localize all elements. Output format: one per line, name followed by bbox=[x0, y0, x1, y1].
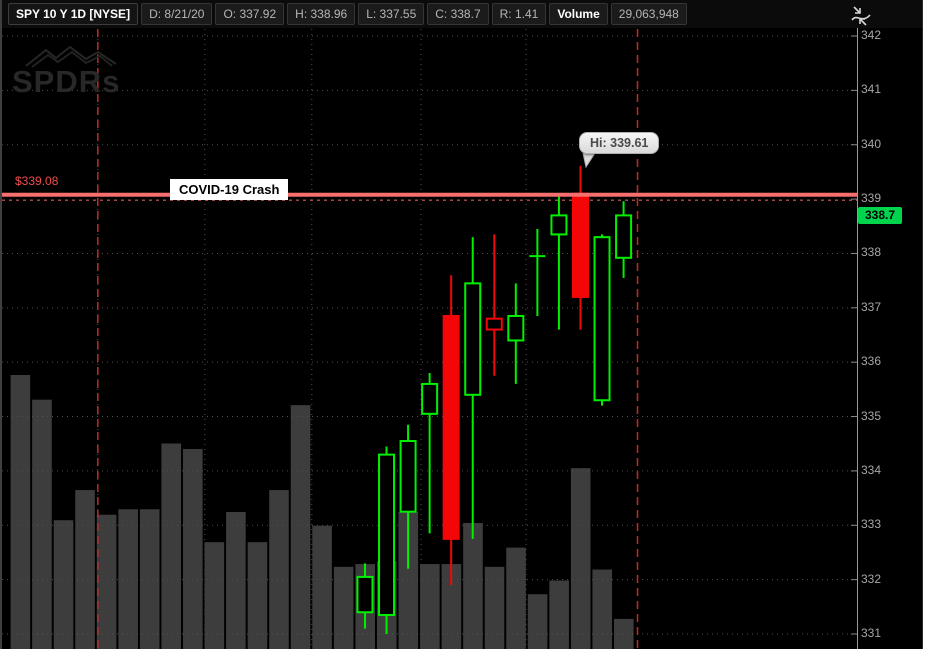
candle-body bbox=[615, 214, 633, 259]
volume-bar bbox=[312, 525, 332, 649]
candle-body bbox=[378, 453, 396, 616]
symbol-title[interactable]: SPY 10 Y 1D [NYSE] bbox=[8, 3, 139, 25]
axis-tick-label: 339 bbox=[861, 191, 882, 206]
axis-tick-label: 334 bbox=[861, 462, 882, 477]
axis-tick-label: 335 bbox=[861, 408, 882, 423]
volume-bar bbox=[53, 520, 74, 649]
volume-bar bbox=[506, 547, 526, 649]
ohlc-field-date: D: 8/21/20 bbox=[141, 3, 213, 25]
volume-bar bbox=[570, 468, 591, 649]
volume-bar bbox=[549, 580, 569, 649]
volume-bar bbox=[139, 509, 160, 649]
high-price-tooltip: Hi: 339.61 bbox=[579, 132, 660, 154]
volume-bar bbox=[118, 509, 138, 649]
axis-tick-label: 333 bbox=[861, 517, 882, 532]
covid-crash-label[interactable]: COVID-19 Crash bbox=[170, 179, 289, 200]
candle-body bbox=[399, 440, 417, 513]
axis-tick-label: 338 bbox=[861, 245, 882, 260]
volume-bar bbox=[226, 512, 246, 649]
page-margin bbox=[922, 0, 934, 649]
alert-price-label[interactable]: $339.08 bbox=[15, 174, 59, 188]
candle-body bbox=[550, 214, 568, 236]
ohlc-field-close: C: 338.7 bbox=[427, 3, 489, 25]
axis-tick-label: 337 bbox=[861, 299, 882, 314]
volume-bar bbox=[463, 522, 483, 649]
volume-label: Volume bbox=[549, 3, 608, 25]
ohlc-field-low: L: 337.55 bbox=[358, 3, 425, 25]
volume-bar bbox=[10, 375, 31, 649]
candle-body bbox=[593, 236, 611, 402]
axis-tick-label: 332 bbox=[861, 571, 882, 586]
volume-bar bbox=[398, 512, 419, 649]
ohlc-fields: D: 8/21/20 O: 337.92 H: 338.96 L: 337.55 C: … bbox=[141, 3, 547, 25]
volume-bar bbox=[247, 542, 268, 649]
candle-body bbox=[421, 382, 439, 415]
ohlc-field-range: R: 1.41 bbox=[491, 3, 547, 25]
toggle-fullscreen-icon[interactable] bbox=[849, 3, 873, 29]
volume-bar bbox=[614, 618, 634, 649]
axis-tick-label: 331 bbox=[861, 626, 882, 640]
legend-bar: SPY 10 Y 1D [NYSE] D: 8/21/20 O: 337.92 H:… bbox=[2, 0, 922, 28]
volume-bar bbox=[441, 564, 462, 649]
volume-bar bbox=[333, 566, 354, 649]
candle-body bbox=[442, 314, 460, 540]
alert-line bbox=[2, 192, 857, 197]
price-axis[interactable]: 342 341 340 339 338 337 336 335 334 333 332 331 bbox=[858, 28, 922, 649]
volume-bar bbox=[592, 569, 613, 649]
ohlc-field-open: O: 337.92 bbox=[215, 3, 285, 25]
candle-body bbox=[485, 317, 503, 331]
candle-body bbox=[507, 314, 525, 342]
volume-bar bbox=[96, 514, 117, 649]
candle-body bbox=[571, 192, 589, 298]
axis-tick-label: 340 bbox=[861, 136, 882, 151]
volume-bar bbox=[204, 542, 225, 649]
volume-bar bbox=[75, 490, 95, 649]
ohlc-field-high: H: 338.96 bbox=[287, 3, 356, 25]
volume-bar bbox=[161, 443, 182, 649]
volume-bar bbox=[269, 490, 289, 649]
volume-bar bbox=[420, 564, 440, 649]
volume-bar bbox=[484, 566, 505, 649]
tooltip-tail bbox=[582, 153, 596, 169]
volume-bar bbox=[290, 405, 311, 649]
volume-value: 29,063,948 bbox=[610, 3, 687, 25]
candle-body bbox=[356, 575, 374, 614]
axis-tick-label: 341 bbox=[861, 82, 882, 97]
volume-bar bbox=[32, 399, 52, 649]
volume-bar bbox=[183, 448, 203, 649]
volume-bar bbox=[527, 594, 548, 649]
candle-body bbox=[464, 282, 482, 396]
axis-tick-label: 336 bbox=[861, 354, 882, 369]
axis-tick-label: 342 bbox=[861, 28, 882, 42]
last-price-badge: 338.7 bbox=[858, 206, 902, 224]
